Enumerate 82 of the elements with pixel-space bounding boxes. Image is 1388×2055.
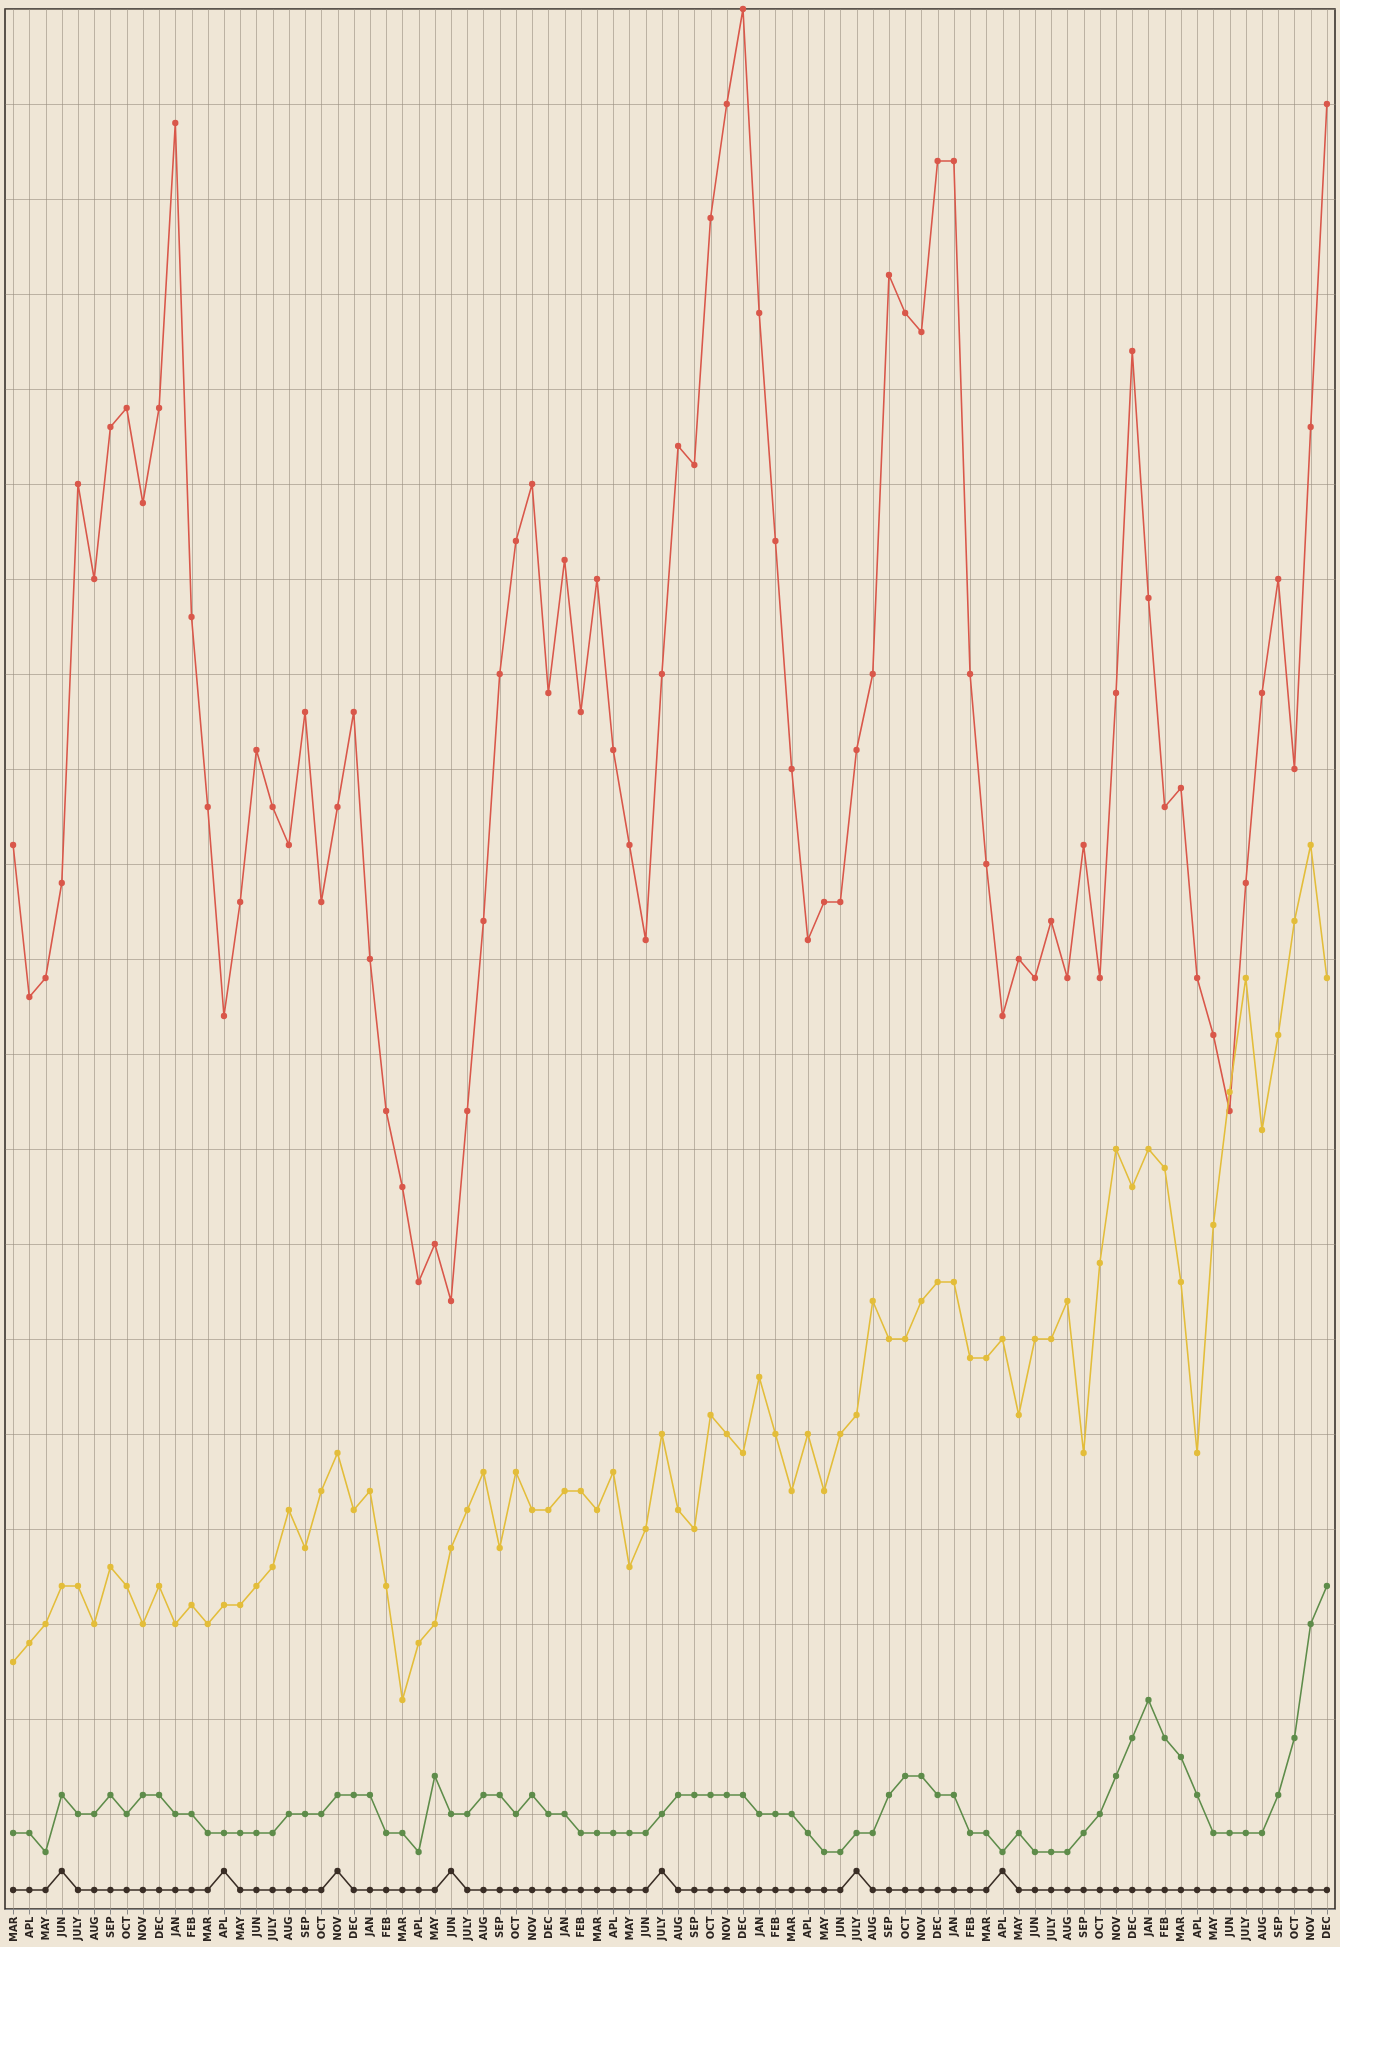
x-tick-label: OCT	[705, 1916, 717, 1940]
x-tick-label: AUG	[867, 1916, 879, 1941]
x-tick-label: SEP	[494, 1916, 506, 1938]
x-tick-label: JUN	[834, 1916, 846, 1938]
x-tick-label: APL	[218, 1915, 230, 1938]
x-tick-label: MAR	[591, 1916, 603, 1942]
x-tick-label: MAY	[818, 1915, 830, 1941]
x-tick-label: JUN	[640, 1916, 652, 1938]
x-tick-label: DEC	[1126, 1916, 1138, 1939]
x-tick-label: MAR	[202, 1916, 214, 1942]
x-tick-label: JAN	[559, 1916, 571, 1938]
x-tick-label: FEB	[964, 1916, 976, 1938]
x-tick-label: MAY	[1013, 1915, 1025, 1941]
x-tick-label: JAN	[948, 1916, 960, 1938]
x-tick-label: AUG	[672, 1916, 684, 1941]
x-tick-label: JUN	[1029, 1916, 1041, 1938]
x-tick-label: FEB	[769, 1916, 781, 1938]
x-tick-label: SEP	[883, 1916, 895, 1938]
x-tick-label: MAR	[786, 1916, 798, 1942]
x-tick-label: NOV	[721, 1916, 733, 1941]
x-tick-label: JULY	[1240, 1915, 1252, 1942]
x-tick-label: AUG	[477, 1916, 489, 1941]
x-tick-label: DEC	[1321, 1916, 1333, 1939]
x-tick-label: JULY	[656, 1915, 668, 1942]
x-tick-label: NOV	[137, 1916, 149, 1941]
x-tick-label: OCT	[510, 1916, 522, 1940]
x-tick-label: MAY	[234, 1915, 246, 1941]
x-tick-label: SEP	[104, 1916, 116, 1938]
x-tick-label: DEC	[542, 1916, 554, 1939]
x-tick-label: MAR	[1175, 1916, 1187, 1942]
x-tick-label: MAY	[1207, 1915, 1219, 1941]
x-tick-label: FEB	[380, 1916, 392, 1938]
x-tick-label: JAN	[753, 1916, 765, 1938]
x-tick-label: FEB	[575, 1916, 587, 1938]
x-tick-label: JULY	[1045, 1915, 1057, 1942]
x-tick-label: AUG	[1256, 1916, 1268, 1941]
x-tick-label: SEP	[1078, 1916, 1090, 1938]
x-tick-label: MAR	[396, 1916, 408, 1942]
x-tick-label: AUG	[283, 1916, 295, 1941]
x-tick-label: DEC	[737, 1916, 749, 1939]
x-tick-label: JUN	[250, 1916, 262, 1938]
x-tick-label: MAY	[429, 1915, 441, 1941]
x-tick-label: APL	[802, 1915, 814, 1938]
x-tick-label: SEP	[299, 1916, 311, 1938]
x-tick-label: AUG	[1061, 1916, 1073, 1941]
x-tick-label: OCT	[121, 1916, 133, 1940]
x-tick-label: JAN	[364, 1916, 376, 1938]
x-tick-label: DEC	[153, 1916, 165, 1939]
x-tick-label: FEB	[186, 1916, 198, 1938]
x-tick-label: OCT	[315, 1916, 327, 1940]
x-tick-label: OCT	[1288, 1916, 1300, 1940]
x-tick-label: APL	[413, 1915, 425, 1938]
x-tick-label: NOV	[1305, 1916, 1317, 1941]
x-tick-label: DEC	[348, 1916, 360, 1939]
x-tick-label: MAR	[7, 1916, 19, 1942]
x-tick-label: APL	[23, 1915, 35, 1938]
x-tick-label: JULY	[267, 1915, 279, 1942]
x-tick-label: NOV	[915, 1916, 927, 1941]
x-tick-label: NOV	[1110, 1916, 1122, 1941]
x-tick-label: JUN	[56, 1916, 68, 1938]
x-tick-label: JUN	[445, 1916, 457, 1938]
x-tick-label: SEP	[688, 1916, 700, 1938]
x-tick-label: MAY	[623, 1915, 635, 1941]
x-tick-label: JULY	[851, 1915, 863, 1942]
x-tick-label: JUN	[1224, 1916, 1236, 1938]
x-tick-label: APL	[997, 1915, 1008, 1938]
x-tick-label: NOV	[526, 1916, 538, 1941]
x-tick-label: MAR	[980, 1916, 992, 1942]
x-tick-label: APL	[1191, 1915, 1203, 1938]
x-tick-label: JAN	[1142, 1916, 1154, 1938]
x-tick-label: APL	[607, 1915, 619, 1938]
x-tick-label: FEB	[1159, 1916, 1171, 1938]
x-tick-label: SEP	[1272, 1916, 1284, 1938]
x-tick-label: NOV	[332, 1916, 343, 1941]
x-tick-label: AUG	[88, 1916, 100, 1941]
x-tick-label: OCT	[1094, 1916, 1106, 1940]
x-tick-label: MAY	[40, 1915, 52, 1941]
x-tick-label: JULY	[461, 1915, 473, 1942]
x-tick-label: JULY	[72, 1915, 84, 1942]
x-tick-label: JAN	[169, 1916, 181, 1938]
x-tick-label: OCT	[899, 1916, 911, 1940]
x-tick-label: DEC	[932, 1916, 944, 1939]
